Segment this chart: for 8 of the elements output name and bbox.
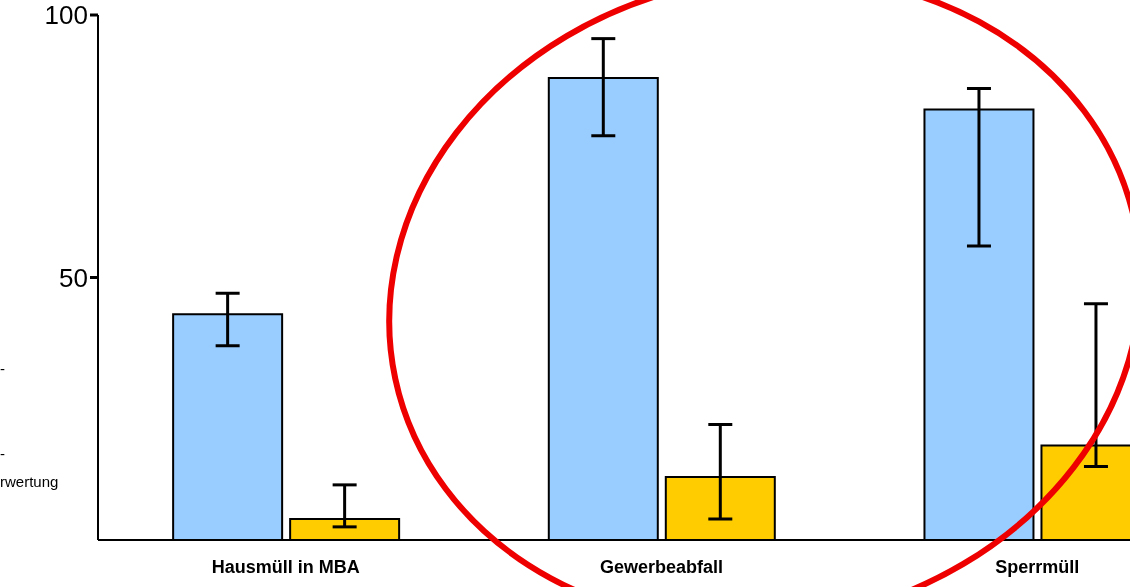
text: rwertung [0,473,59,490]
y-tick-label: 100 [44,0,88,31]
y-tick-label: 50 [59,262,88,293]
x-tick-label: Sperrmüll [995,556,1080,577]
x-tick-label: Gewerbeabfall [599,556,724,577]
text: - [0,360,5,377]
text: - [0,445,5,462]
x-tick-label: Hausmüll in MBA [211,556,360,577]
